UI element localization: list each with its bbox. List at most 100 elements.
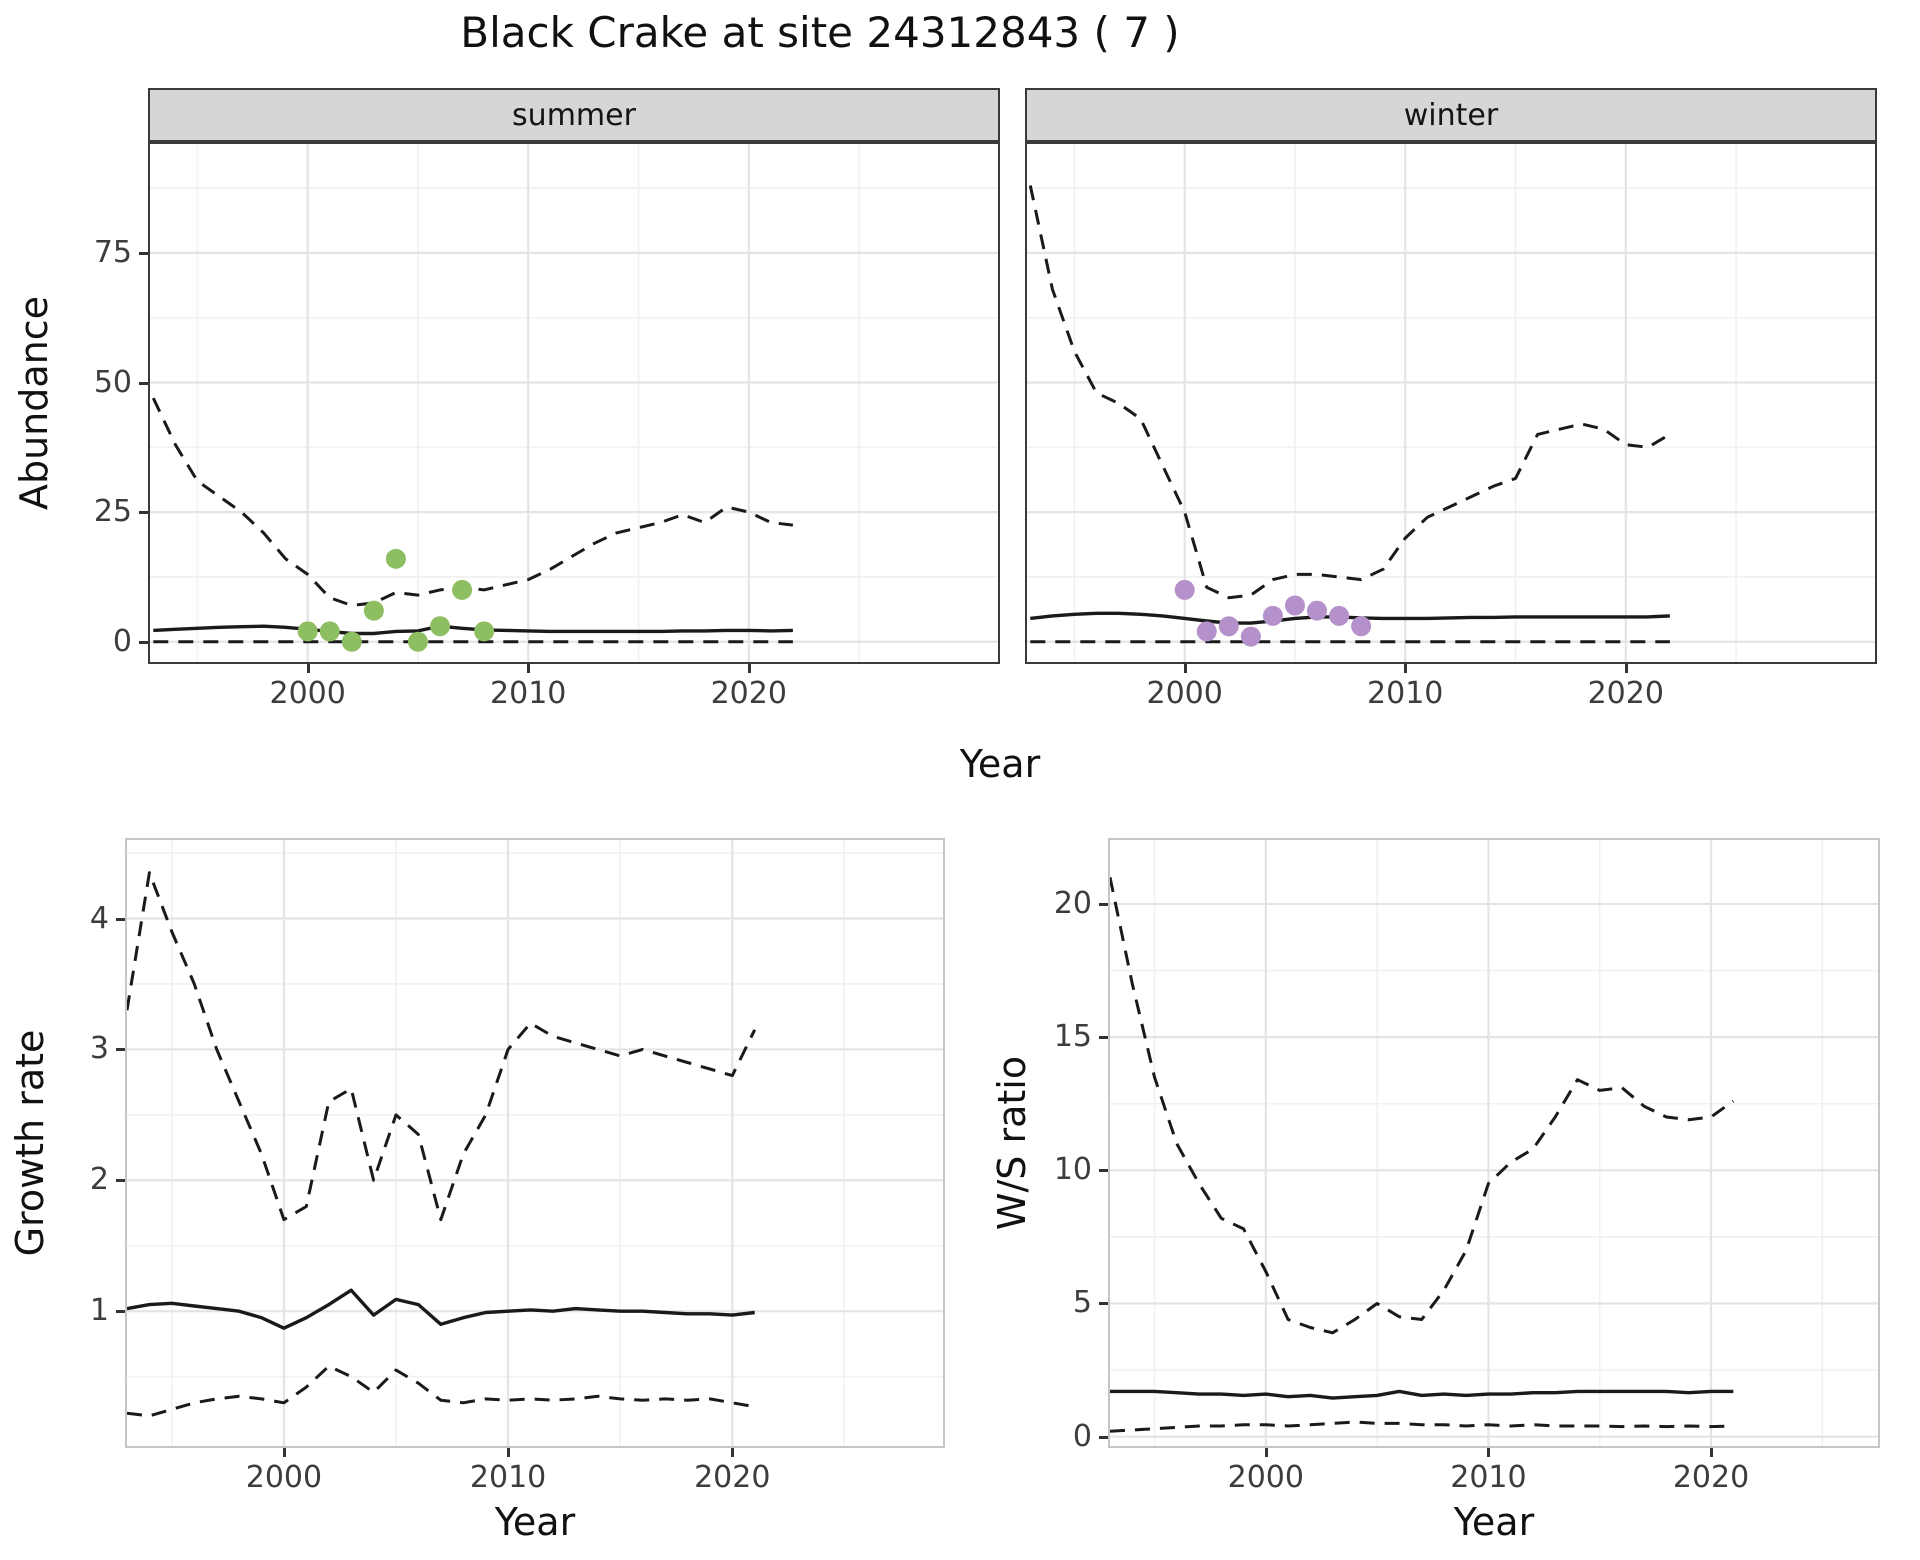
facet-strip-winter: winter [1025, 88, 1877, 142]
y-tick-label: 0 [112, 623, 132, 659]
y-tick-mark [116, 1310, 125, 1314]
x-tick-label: 2000 [1146, 676, 1223, 711]
y-tick-label: 0 [1072, 1418, 1092, 1454]
y-tick-mark [116, 1179, 125, 1183]
y-tick-mark [139, 640, 148, 644]
y-tick-label: 25 [93, 494, 132, 530]
y-tick-mark [1099, 1435, 1108, 1439]
y-tick-label: 3 [89, 1031, 109, 1067]
y-tick-mark [139, 381, 148, 385]
observed-point [297, 621, 318, 642]
y-tick-label: 5 [1072, 1285, 1092, 1321]
x-tick-label: 2020 [1587, 676, 1664, 711]
panel-ws-ratio [1108, 838, 1880, 1448]
y-tick-label: 50 [93, 364, 132, 400]
observed-point [1307, 600, 1328, 621]
y-tick-label: 4 [89, 900, 109, 936]
x-tick-label: 2010 [1450, 1460, 1527, 1495]
observed-point [385, 548, 406, 569]
y-tick-mark [1099, 902, 1108, 906]
growth-rate-chart: 2000 2010 2020 1 2 3 4 [90, 838, 945, 1518]
x-tick-label: 2010 [490, 676, 567, 711]
observed-point [1196, 621, 1217, 642]
series-median [1030, 611, 1670, 625]
observed-point [1218, 616, 1239, 637]
x-tick-mark [1487, 1448, 1491, 1457]
x-tick-label: 2020 [1672, 1460, 1750, 1495]
chart-svg-growth-rate [127, 840, 943, 1446]
observed-point [319, 621, 340, 642]
series-upper-95ci [151, 397, 794, 607]
chart-svg-abundance-winter [1027, 144, 1875, 662]
facet-strip-winter-label: winter [1403, 97, 1499, 133]
observed-point [452, 579, 473, 600]
y-tick-mark [116, 1048, 125, 1052]
series-median [127, 1288, 755, 1330]
observed-point [1262, 605, 1283, 626]
x-tick-mark [507, 1448, 511, 1457]
y-tick-mark [1099, 1302, 1108, 1306]
x-tick-label: 2010 [1367, 676, 1444, 711]
y-tick-mark [139, 511, 148, 515]
x-tick-mark [306, 664, 310, 673]
observed-point [341, 631, 362, 652]
y-tick-mark [1099, 1036, 1108, 1040]
x-tick-label: 2020 [694, 1460, 771, 1495]
observed-point [1284, 595, 1305, 616]
panel-growth-rate [125, 838, 945, 1448]
observed-point [1174, 579, 1195, 600]
observed-point [1329, 605, 1350, 626]
y-axis-title-abundance: Abundance [12, 295, 56, 511]
x-axis-title-growth-rate: Year [494, 1500, 576, 1544]
series-lower-95ci [1110, 1420, 1734, 1433]
y-axis-title-ws-ratio: W/S ratio [990, 1055, 1034, 1231]
x-tick-mark [747, 664, 751, 673]
x-tick-mark [1710, 1448, 1714, 1457]
y-tick-mark [116, 917, 125, 921]
x-tick-label: 2000 [1227, 1460, 1304, 1495]
series-median [1110, 1389, 1734, 1400]
chart-svg-abundance-summer [150, 144, 998, 662]
x-tick-label: 2020 [710, 676, 787, 711]
x-tick-mark [1624, 664, 1628, 673]
facet-summer: summer 2000 2010 2020 0 25 50 75 [94, 88, 1000, 728]
y-tick-label: 75 [93, 234, 132, 270]
x-axis-title-top: Year [959, 742, 1041, 786]
x-tick-label: 2010 [469, 1460, 547, 1495]
facet-strip-summer-label: summer [512, 97, 636, 133]
y-tick-label: 15 [1053, 1019, 1092, 1055]
y-tick-label: 20 [1053, 885, 1092, 921]
facet-strip-summer: summer [148, 88, 1000, 142]
x-tick-mark [527, 664, 531, 673]
panel-abundance-winter [1025, 142, 1877, 664]
observed-point [1351, 616, 1372, 637]
series-upper-95ci [1028, 185, 1671, 600]
x-tick-mark [1183, 664, 1187, 673]
figure-title: Black Crake at site 24312843 ( 7 ) [460, 8, 1180, 57]
x-tick-mark [282, 1448, 286, 1457]
observed-point [430, 616, 451, 637]
x-tick-mark [1264, 1448, 1268, 1457]
y-tick-mark [139, 251, 148, 255]
x-tick-mark [731, 1448, 735, 1457]
series-upper-95ci [127, 871, 757, 1222]
observed-point [363, 600, 384, 621]
chart-svg-ws-ratio [1110, 840, 1878, 1446]
x-tick-mark [1404, 664, 1408, 673]
ws-ratio-chart: 2000 2010 2020 0 5 10 15 20 [1054, 838, 1880, 1518]
y-tick-mark [1099, 1169, 1108, 1173]
observed-point [474, 621, 495, 642]
x-axis-title-ws-ratio: Year [1453, 1500, 1535, 1544]
series-median [153, 624, 793, 636]
observed-point [1240, 626, 1261, 647]
y-tick-label: 1 [89, 1293, 109, 1329]
series-lower-95ci [127, 1364, 755, 1418]
panel-abundance-summer [148, 142, 1000, 664]
x-tick-label: 2000 [269, 676, 346, 711]
y-tick-label: 2 [89, 1162, 109, 1198]
observed-point [407, 631, 428, 652]
series-upper-95ci [1110, 876, 1735, 1335]
x-tick-label: 2000 [245, 1460, 323, 1495]
y-tick-label: 10 [1053, 1152, 1092, 1188]
